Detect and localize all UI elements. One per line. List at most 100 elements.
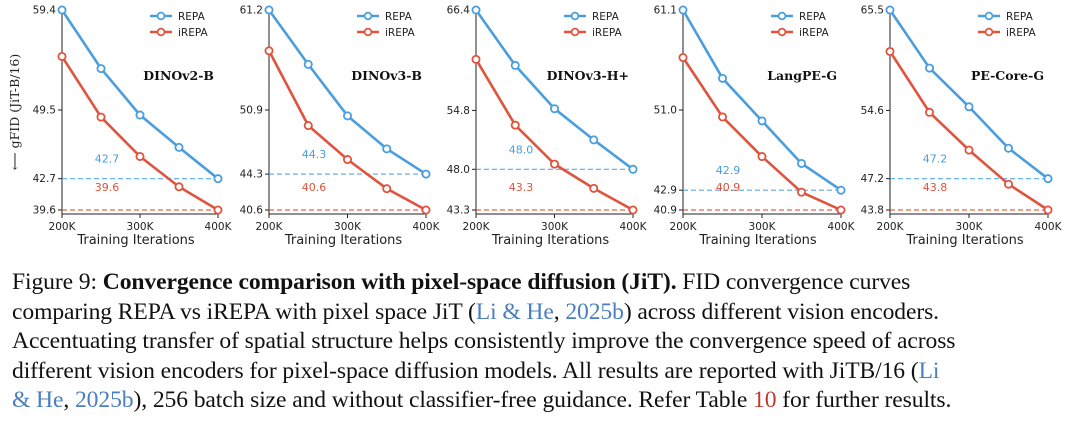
legend: REPA iREPA <box>771 11 830 39</box>
x-axis-label: Training Iterations <box>905 233 1024 248</box>
y-axis-label: ⟵ gFID (JiT-B/16) <box>7 54 22 171</box>
x-tick-label: 300K <box>127 221 155 233</box>
legend-swatch-marker <box>570 27 580 37</box>
repa-data-point <box>96 64 106 74</box>
repa-data-point <box>589 135 599 145</box>
repa-data-point <box>421 169 431 179</box>
irepa-data-point <box>797 187 807 197</box>
y-tick-label: 65.5 <box>861 5 884 17</box>
irepa-data-point <box>174 182 184 192</box>
x-tick-label: 400K <box>828 221 856 233</box>
chart-title: DINOv3-B <box>351 68 422 83</box>
x-tick-label: 200K <box>463 221 491 233</box>
legend-label: REPA <box>799 11 827 23</box>
repa-data-point <box>1004 143 1014 153</box>
legend-swatch-marker <box>984 11 994 21</box>
caption-text: comparing REPA vs iREPA with pixel space… <box>12 298 476 325</box>
caption-text: different vision encoders for pixel-spac… <box>12 357 919 384</box>
legend-swatch-marker <box>570 11 580 21</box>
y-tick-label: 40.9 <box>654 205 677 217</box>
caption-text: FID convergence curves <box>676 269 911 295</box>
repa-data-point <box>471 5 481 15</box>
irepa-final-annotation: 43.8 <box>923 181 948 194</box>
legend-label: REPA <box>592 11 620 23</box>
legend-swatch-marker <box>777 27 787 37</box>
repa-data-point <box>836 185 846 195</box>
citation-year-link[interactable]: 2025b <box>565 298 624 325</box>
y-tick-label: 50.9 <box>240 105 263 117</box>
legend: REPA iREPA <box>357 11 416 39</box>
x-tick-label: 300K <box>541 221 569 233</box>
caption-text: , <box>553 298 566 325</box>
caption-line-2: comparing REPA vs iREPA with pixel space… <box>12 298 1074 328</box>
repa-data-point <box>342 111 352 121</box>
legend: REPA iREPA <box>150 11 209 39</box>
y-tick-label: 48.0 <box>447 164 470 176</box>
repa-data-point <box>303 59 313 69</box>
legend-label: REPA <box>178 11 206 23</box>
x-tick-label: 400K <box>205 221 233 233</box>
y-tick-label: 39.6 <box>33 205 57 217</box>
legend-swatch-marker <box>984 27 994 37</box>
repa-data-point <box>1043 174 1053 184</box>
repa-data-point <box>382 144 392 154</box>
x-axis-label: Training Iterations <box>284 233 403 248</box>
chart-title: LangPE-G <box>767 68 837 83</box>
y-tick-label: 43.8 <box>861 205 884 217</box>
chart-panel-5: 65.5 54.6 47.2 43.8 200K 300K 400K Training Ite… <box>861 5 1063 249</box>
repa-final-annotation: 42.9 <box>716 164 741 177</box>
y-tick-label: 66.4 <box>447 5 471 17</box>
irepa-data-point <box>57 51 67 61</box>
y-tick-label: 61.2 <box>240 5 263 17</box>
irepa-data-point <box>678 53 688 63</box>
irepa-data-point <box>885 46 895 56</box>
chart-title: DINOv2-B <box>143 68 214 83</box>
irepa-data-point <box>264 46 274 56</box>
caption-line-5: & He, 2025b), 256 batch size and without… <box>12 386 1074 416</box>
legend-swatch-marker <box>363 27 373 37</box>
table-ref-link[interactable]: 10 <box>753 387 777 413</box>
repa-data-point <box>885 5 895 15</box>
y-tick-label: 40.6 <box>240 205 264 217</box>
irepa-data-point <box>589 183 599 193</box>
chart-panel-1: 59.4 49.5 42.7 39.6 200K 300K 400K Training Ite… <box>33 5 233 249</box>
repa-data-point <box>135 110 145 120</box>
irepa-data-point <box>925 107 935 117</box>
legend-swatch-marker <box>777 11 787 21</box>
citation-year-link[interactable]: 2025b <box>74 387 134 413</box>
y-tick-label: 61.1 <box>654 5 677 17</box>
legend-label: iREPA <box>592 27 623 39</box>
citation-link[interactable]: Li & He <box>475 298 554 325</box>
charts-figure: ⟵ gFID (JiT-B/16) 59.4 49.5 42.7 39.6 200K 300… <box>7 5 1063 249</box>
x-tick-label: 400K <box>1035 221 1063 233</box>
irepa-final-annotation: 39.6 <box>95 181 120 194</box>
caption-bold-title: Convergence comparison with pixel-space … <box>102 269 677 295</box>
repa-data-point <box>510 60 520 70</box>
y-tick-label: 42.9 <box>654 185 677 197</box>
repa-data-point <box>213 174 223 184</box>
repa-data-point <box>797 158 807 168</box>
irepa-data-point <box>510 120 520 130</box>
repa-final-annotation: 42.7 <box>95 153 120 166</box>
irepa-data-point <box>757 152 767 162</box>
citation-link[interactable]: & He <box>12 387 64 413</box>
irepa-data-point <box>382 184 392 194</box>
legend-swatch-marker <box>363 11 373 21</box>
repa-final-annotation: 48.0 <box>509 143 534 156</box>
irepa-data-point <box>1004 179 1014 189</box>
x-tick-label: 300K <box>956 221 984 233</box>
x-axis-label: Training Iterations <box>698 233 817 248</box>
chart-panel-4: 61.1 51.0 42.9 40.9 200K 300K 400K Training Ite… <box>654 5 856 249</box>
caption-line-4: different vision encoders for pixel-spac… <box>12 357 1074 387</box>
repa-data-point <box>264 5 274 15</box>
citation-link[interactable]: Li <box>918 357 940 384</box>
repa-final-annotation: 44.3 <box>302 148 327 161</box>
caption-line-1: Figure 9: Convergence comparison with pi… <box>12 268 1074 298</box>
repa-data-point <box>550 104 560 114</box>
repa-data-point <box>678 5 688 15</box>
legend: REPA iREPA <box>978 11 1037 39</box>
repa-data-point <box>964 102 974 112</box>
irepa-data-point <box>628 205 638 215</box>
irepa-data-point <box>836 205 846 215</box>
y-tick-label: 44.3 <box>240 169 263 181</box>
